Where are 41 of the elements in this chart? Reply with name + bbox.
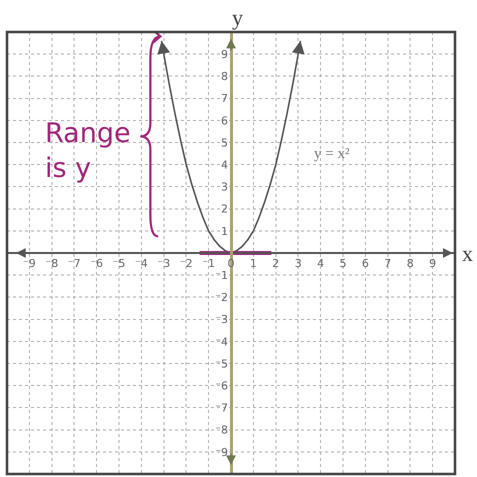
y-tick-label: ⁻6: [215, 379, 228, 392]
x-tick-label: 9: [429, 257, 436, 270]
x-tick-label: ⁻1: [202, 257, 216, 270]
x-tick-label: 4: [317, 257, 324, 270]
y-tick-label: ⁻3: [215, 313, 228, 326]
x-tick-label: ⁻7: [68, 257, 81, 270]
x-tick-label: ⁻3: [157, 257, 170, 270]
x-tick-label: 7: [384, 257, 392, 270]
y-tick-label: 9: [221, 48, 228, 61]
x-tick-label: ⁻4: [134, 257, 148, 270]
x-tick-label: ⁻8: [45, 257, 58, 270]
y-tick-label: ⁻7: [215, 402, 228, 415]
y-tick-label: 7: [221, 92, 228, 106]
y-tick-label: 8: [221, 70, 228, 84]
x-tick-label: ⁻5: [112, 257, 126, 270]
y-tick-label: 5: [221, 136, 228, 150]
text: y = x²: [314, 146, 350, 162]
y-tick-label: 6: [221, 114, 228, 128]
y-tick-label: ⁻9: [215, 446, 228, 459]
x-tick-label: ⁻2: [180, 257, 193, 270]
x-tick-label: 5: [340, 257, 346, 270]
x-tick-label: 1: [250, 257, 257, 270]
y-axis-title: y: [232, 5, 243, 30]
x-tick-label: ⁻6: [90, 257, 104, 270]
x-tick-label: 8: [406, 257, 414, 270]
y-tick-label: ⁻2: [215, 291, 228, 304]
annotation: Range is y: [45, 118, 131, 184]
x-tick-label: 2: [272, 257, 280, 270]
x-tick-label: 3: [294, 257, 302, 270]
y-tick-label: ⁻4: [215, 335, 228, 348]
y-tick-label: ⁻5: [215, 357, 228, 370]
x-axis-title: x: [462, 241, 473, 266]
x-tick-label: ⁻9: [22, 257, 36, 270]
y-tick-label: 1: [221, 224, 228, 238]
y-tick-label: 2: [221, 202, 228, 216]
y-tick-label: ⁻8: [215, 424, 228, 437]
x-tick-label: 0: [228, 257, 234, 270]
y-tick-label: 3: [221, 180, 228, 194]
x-tick-label: 6: [362, 257, 369, 270]
y-tick-label: ⁻1: [215, 268, 228, 282]
y-tick-label: 4: [221, 158, 228, 172]
